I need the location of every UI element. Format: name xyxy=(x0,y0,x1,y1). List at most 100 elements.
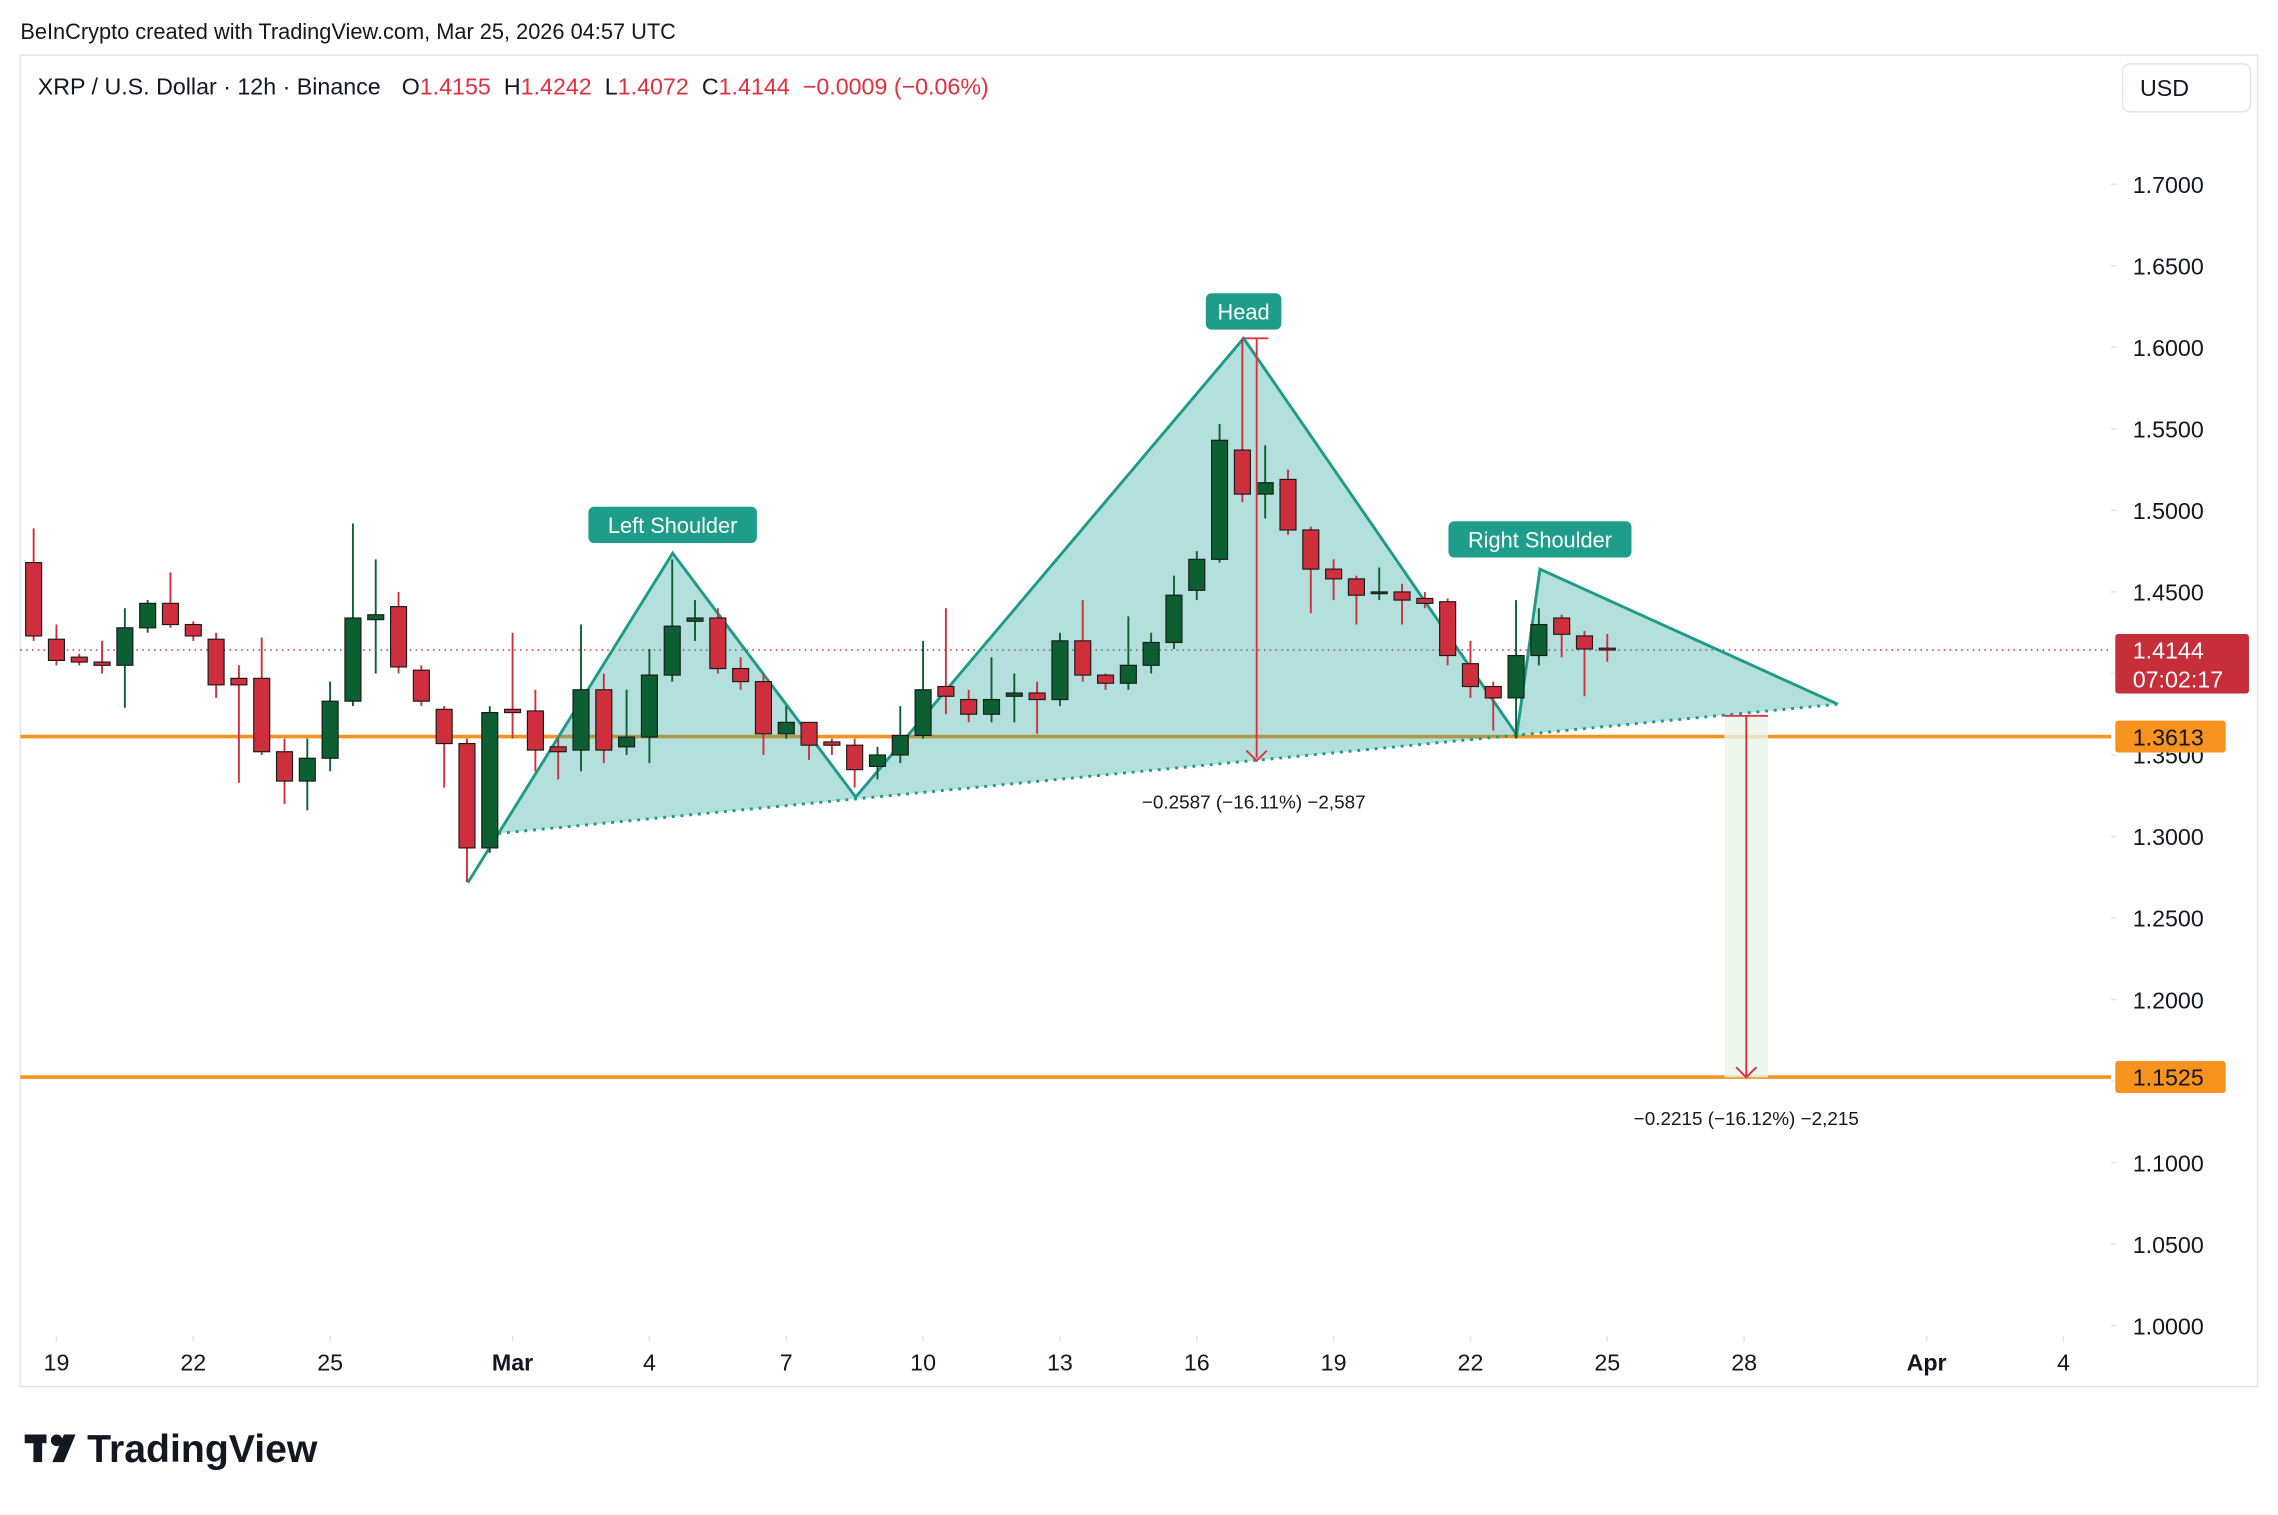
pattern-label: Right Shoulder xyxy=(1468,527,1612,552)
candle-body xyxy=(1279,478,1297,531)
measure-arrow xyxy=(1735,1066,1758,1079)
level-tag xyxy=(2115,720,2226,753)
candle-body xyxy=(1005,692,1023,697)
candle-body xyxy=(389,606,408,668)
candle-body xyxy=(1256,482,1274,495)
y-tick-label: 1.6500 xyxy=(2133,254,2204,280)
pattern-label: Left Shoulder xyxy=(608,513,738,538)
legend-change: −0.0009 (−0.06%) xyxy=(803,73,989,99)
candle-body xyxy=(344,617,362,702)
x-tick-label: 7 xyxy=(780,1350,793,1376)
legend-key: H xyxy=(504,73,521,99)
candle-body xyxy=(1233,449,1251,495)
measure-label: −0.2215 (−16.12%) −2,215 xyxy=(1634,1109,1859,1130)
candle-body xyxy=(1553,617,1571,635)
candle-body xyxy=(184,623,202,637)
legend-key: O xyxy=(402,73,420,99)
legend-title: XRP / U.S. Dollar · 12h · Binance xyxy=(38,73,381,99)
candle-body xyxy=(481,712,499,849)
legend-value: 1.4144 xyxy=(719,73,790,99)
x-tick-label: 19 xyxy=(1321,1350,1347,1376)
candle-body xyxy=(298,757,316,782)
candle-body xyxy=(47,638,66,661)
candle-body xyxy=(1028,692,1046,701)
currency-button[interactable] xyxy=(2121,63,2252,113)
legend-key: L xyxy=(605,73,618,99)
last-price-tag xyxy=(2115,634,2249,694)
candle-body xyxy=(1211,439,1229,560)
measure-label: −0.2587 (−16.11%) −2,587 xyxy=(1142,793,1366,814)
level-label: 1.1525 xyxy=(2133,1065,2204,1091)
candles xyxy=(25,337,1616,883)
x-tick-label: 25 xyxy=(317,1350,343,1376)
candle-body xyxy=(1598,647,1616,651)
x-tick-label: Mar xyxy=(492,1350,533,1376)
y-tick-label: 1.5000 xyxy=(2133,498,2204,524)
candle-body xyxy=(618,736,636,748)
x-tick-label: Apr xyxy=(1907,1350,1947,1376)
candle-body xyxy=(1074,640,1092,676)
candle-body xyxy=(868,754,887,767)
last-price-label: 1.4144 xyxy=(2133,638,2204,664)
candle-body xyxy=(139,602,157,629)
candle-body xyxy=(1096,674,1115,684)
candle-body xyxy=(526,710,544,751)
y-tick-label: 1.5500 xyxy=(2133,417,2204,443)
brand: TradingView xyxy=(87,1428,318,1471)
level-label: 1.3613 xyxy=(2133,724,2204,750)
label-box xyxy=(1205,293,1282,330)
y-tick-label: 1.3000 xyxy=(2133,824,2204,850)
x-tick-label: 25 xyxy=(1594,1350,1620,1376)
candle-body xyxy=(891,734,909,756)
candle-body xyxy=(25,562,43,637)
candle-body xyxy=(572,689,590,751)
x-tick-label: 22 xyxy=(1458,1350,1484,1376)
candle-body xyxy=(800,721,818,746)
candle-body xyxy=(435,708,453,745)
candle-body xyxy=(207,638,225,686)
candle-body xyxy=(549,746,567,753)
label-box xyxy=(588,506,757,544)
legend-value: 1.4242 xyxy=(521,73,592,99)
candle-body xyxy=(823,741,841,746)
x-tick-label: 13 xyxy=(1047,1350,1073,1376)
candle-body xyxy=(1393,591,1411,601)
candle-body xyxy=(846,744,864,771)
candle-body xyxy=(93,661,111,666)
candle-body xyxy=(1188,558,1206,591)
candle-body xyxy=(732,667,750,683)
candle-body xyxy=(1416,597,1434,604)
legend: XRP / U.S. Dollar · 12h · Binance O1.415… xyxy=(38,73,989,99)
candle-body xyxy=(982,698,1001,715)
candle-body xyxy=(1165,594,1183,644)
candle-body xyxy=(595,689,613,751)
candle-body xyxy=(230,677,248,686)
countdown: 07:02:17 xyxy=(2133,667,2223,693)
candle-body xyxy=(504,708,522,714)
y-tick-label: 1.6000 xyxy=(2133,335,2204,361)
candle-body xyxy=(367,614,385,621)
candle-body xyxy=(1575,635,1594,650)
y-tick-label: 1.7000 xyxy=(2133,172,2204,198)
measure-arrow xyxy=(1245,749,1268,763)
candle-body xyxy=(777,721,795,735)
pattern-label: Head xyxy=(1218,299,1270,324)
candle-body xyxy=(253,677,271,753)
candle-body xyxy=(960,698,978,715)
legend-value: 1.4155 xyxy=(420,73,491,99)
currency-label: USD xyxy=(2140,75,2189,101)
candle-body xyxy=(663,625,681,676)
pattern-fill xyxy=(467,338,1838,883)
candle-body xyxy=(1370,591,1388,595)
candle-body xyxy=(686,617,704,622)
x-tick-label: 22 xyxy=(180,1350,206,1376)
candle-body xyxy=(161,602,180,626)
candle-body xyxy=(1484,685,1502,699)
candle-body xyxy=(70,656,88,663)
candle-body xyxy=(275,751,294,782)
x-tick-label: 10 xyxy=(910,1350,936,1376)
y-tick-label: 1.1000 xyxy=(2133,1150,2204,1176)
